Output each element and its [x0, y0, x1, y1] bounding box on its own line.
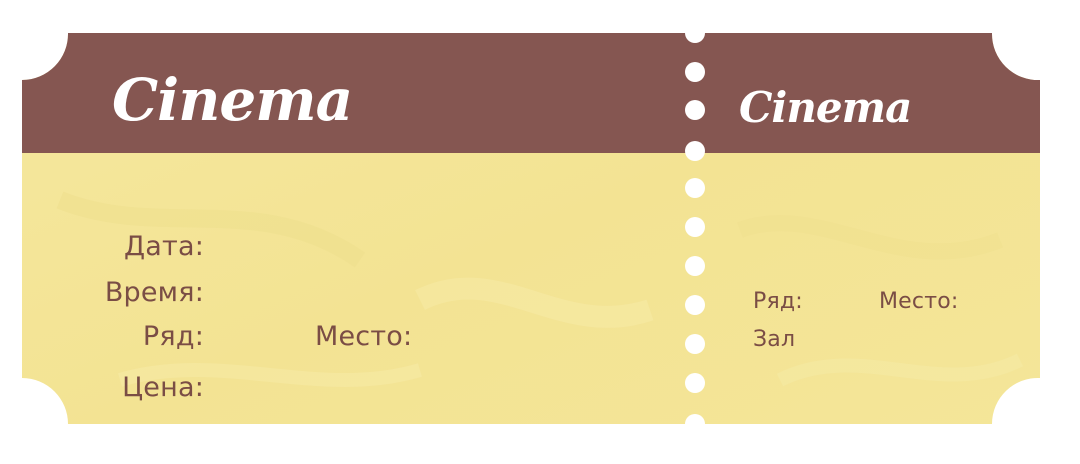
price-label: Цена:	[122, 372, 204, 403]
stub-seat-label: Место:	[879, 289, 959, 314]
main-logo: Cinema	[112, 66, 353, 134]
row-label: Ряд:	[142, 321, 204, 352]
perforation-line	[685, 23, 705, 434]
date-label: Дата:	[123, 231, 204, 262]
stub-logo: Cinema	[739, 83, 912, 132]
ticket-header	[22, 33, 1040, 153]
seat-label: Место:	[315, 321, 413, 352]
stub-row-label: Ряд:	[753, 289, 803, 314]
time-label: Время:	[104, 277, 204, 308]
stub-hall-label: Зал	[753, 327, 796, 352]
